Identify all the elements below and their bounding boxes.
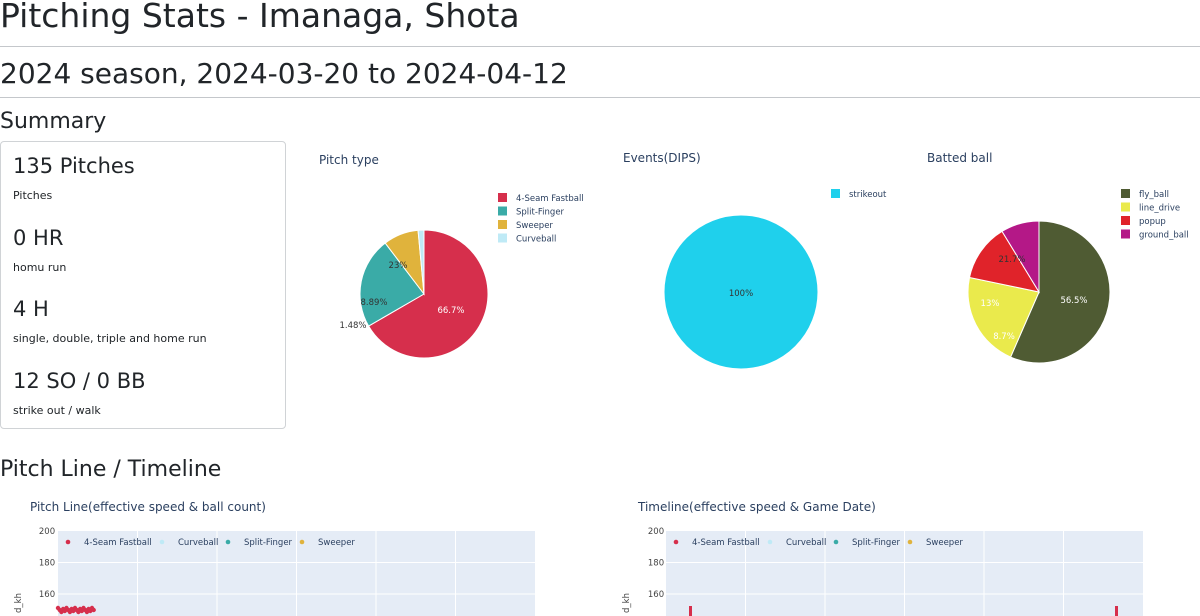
slice-label: 8.7% bbox=[993, 332, 1015, 342]
legend-marker bbox=[833, 539, 839, 545]
legend-label: Curveball bbox=[516, 235, 556, 245]
pie-slice bbox=[663, 214, 819, 370]
legend-swatch bbox=[1121, 216, 1130, 225]
hits-value: 4 H bbox=[13, 297, 49, 321]
hits-label: single, double, triple and home run bbox=[13, 332, 207, 345]
slice-label: 8.89% bbox=[360, 298, 387, 308]
slice-label: 21.7% bbox=[998, 255, 1025, 265]
slice-label: 13% bbox=[981, 299, 1000, 309]
slice-label: 23% bbox=[389, 261, 408, 271]
legend-label: Curveball bbox=[786, 538, 826, 548]
legend-swatch bbox=[498, 206, 507, 216]
pie-slice bbox=[1001, 220, 1040, 294]
season-subtitle: 2024 season, 2024-03-20 to 2024-04-12 bbox=[0, 57, 568, 90]
legend-marker bbox=[767, 539, 773, 545]
pitch-line-heading: Pitch Line / Timeline bbox=[0, 457, 222, 482]
legend-marker bbox=[907, 539, 913, 545]
slice-label: 66.7% bbox=[437, 306, 464, 316]
y-tick-label: 160 bbox=[39, 590, 55, 600]
y-axis-label: d_kh bbox=[622, 593, 632, 613]
pie-slice bbox=[968, 230, 1041, 293]
y-tick-label: 180 bbox=[39, 559, 55, 569]
legend-label: fly_ball bbox=[1139, 190, 1169, 200]
legend-label: 4-Seam Fastball bbox=[516, 194, 584, 204]
events-title: Events(DIPS) bbox=[623, 151, 701, 165]
legend-label: Sweeper bbox=[516, 221, 553, 231]
batted-ball-title: Batted ball bbox=[927, 151, 993, 165]
data-point bbox=[1115, 606, 1118, 616]
slice-label: 100% bbox=[729, 289, 753, 299]
legend-label: Split-Finger bbox=[516, 208, 565, 218]
legend-label: 4-Seam Fastball bbox=[84, 538, 152, 548]
y-axis-label: d_kh bbox=[14, 593, 24, 613]
legend-marker bbox=[299, 539, 305, 545]
y-tick-label: 180 bbox=[648, 559, 664, 569]
legend-label: Curveball bbox=[178, 538, 218, 548]
hr-label: homu run bbox=[13, 261, 67, 274]
title-divider bbox=[0, 46, 1200, 47]
legend-label: line_drive bbox=[1139, 204, 1180, 214]
page-title: Pitching Stats - Imanaga, Shota bbox=[0, 0, 520, 35]
legend-label: strikeout bbox=[849, 190, 887, 200]
summary-card: 135 Pitches Pitches 0 HR homu run 4 H si… bbox=[0, 141, 286, 429]
pie-slice bbox=[359, 242, 425, 327]
legend-swatch bbox=[1121, 189, 1130, 198]
timeline-title: Timeline(effective speed & Game Date) bbox=[638, 500, 876, 514]
legend-marker bbox=[159, 539, 165, 545]
data-point bbox=[689, 606, 692, 616]
legend-label: Split-Finger bbox=[852, 538, 901, 548]
legend-swatch bbox=[1121, 229, 1130, 239]
legend-swatch bbox=[831, 189, 840, 198]
legend-marker bbox=[225, 539, 231, 545]
legend-marker bbox=[65, 539, 71, 545]
legend-label: Sweeper bbox=[926, 538, 963, 548]
legend-label: ground_ball bbox=[1139, 231, 1189, 241]
data-point bbox=[91, 607, 96, 613]
pitch-type-title: Pitch type bbox=[319, 153, 379, 167]
pie-slice bbox=[417, 229, 425, 295]
legend-swatch bbox=[498, 233, 507, 243]
legend-marker bbox=[673, 539, 679, 545]
legend-label: popup bbox=[1139, 217, 1166, 227]
legend-label: Split-Finger bbox=[244, 538, 293, 548]
legend-swatch bbox=[498, 220, 507, 229]
summary-heading: Summary bbox=[0, 109, 107, 134]
legend-label: Sweeper bbox=[318, 538, 355, 548]
pitches-label: Pitches bbox=[13, 189, 53, 202]
legend-swatch bbox=[1121, 202, 1130, 212]
subtitle-divider bbox=[0, 97, 1200, 98]
y-tick-label: 200 bbox=[648, 527, 664, 537]
hr-value: 0 HR bbox=[13, 226, 64, 250]
so-bb-value: 12 SO / 0 BB bbox=[13, 369, 146, 393]
legend-swatch bbox=[498, 193, 507, 202]
pitch-line-title: Pitch Line(effective speed & ball count) bbox=[30, 500, 266, 514]
slice-label: 1.48% bbox=[339, 321, 366, 331]
pie-slice bbox=[1009, 220, 1111, 364]
slice-label: 56.5% bbox=[1060, 296, 1087, 306]
y-tick-label: 160 bbox=[648, 590, 664, 600]
so-bb-label: strike out / walk bbox=[13, 404, 101, 417]
pie-slice bbox=[367, 229, 489, 359]
pie-slice bbox=[967, 276, 1040, 358]
y-tick-label: 200 bbox=[39, 527, 55, 537]
legend-label: 4-Seam Fastball bbox=[692, 538, 760, 548]
pitches-value: 135 Pitches bbox=[13, 154, 135, 178]
